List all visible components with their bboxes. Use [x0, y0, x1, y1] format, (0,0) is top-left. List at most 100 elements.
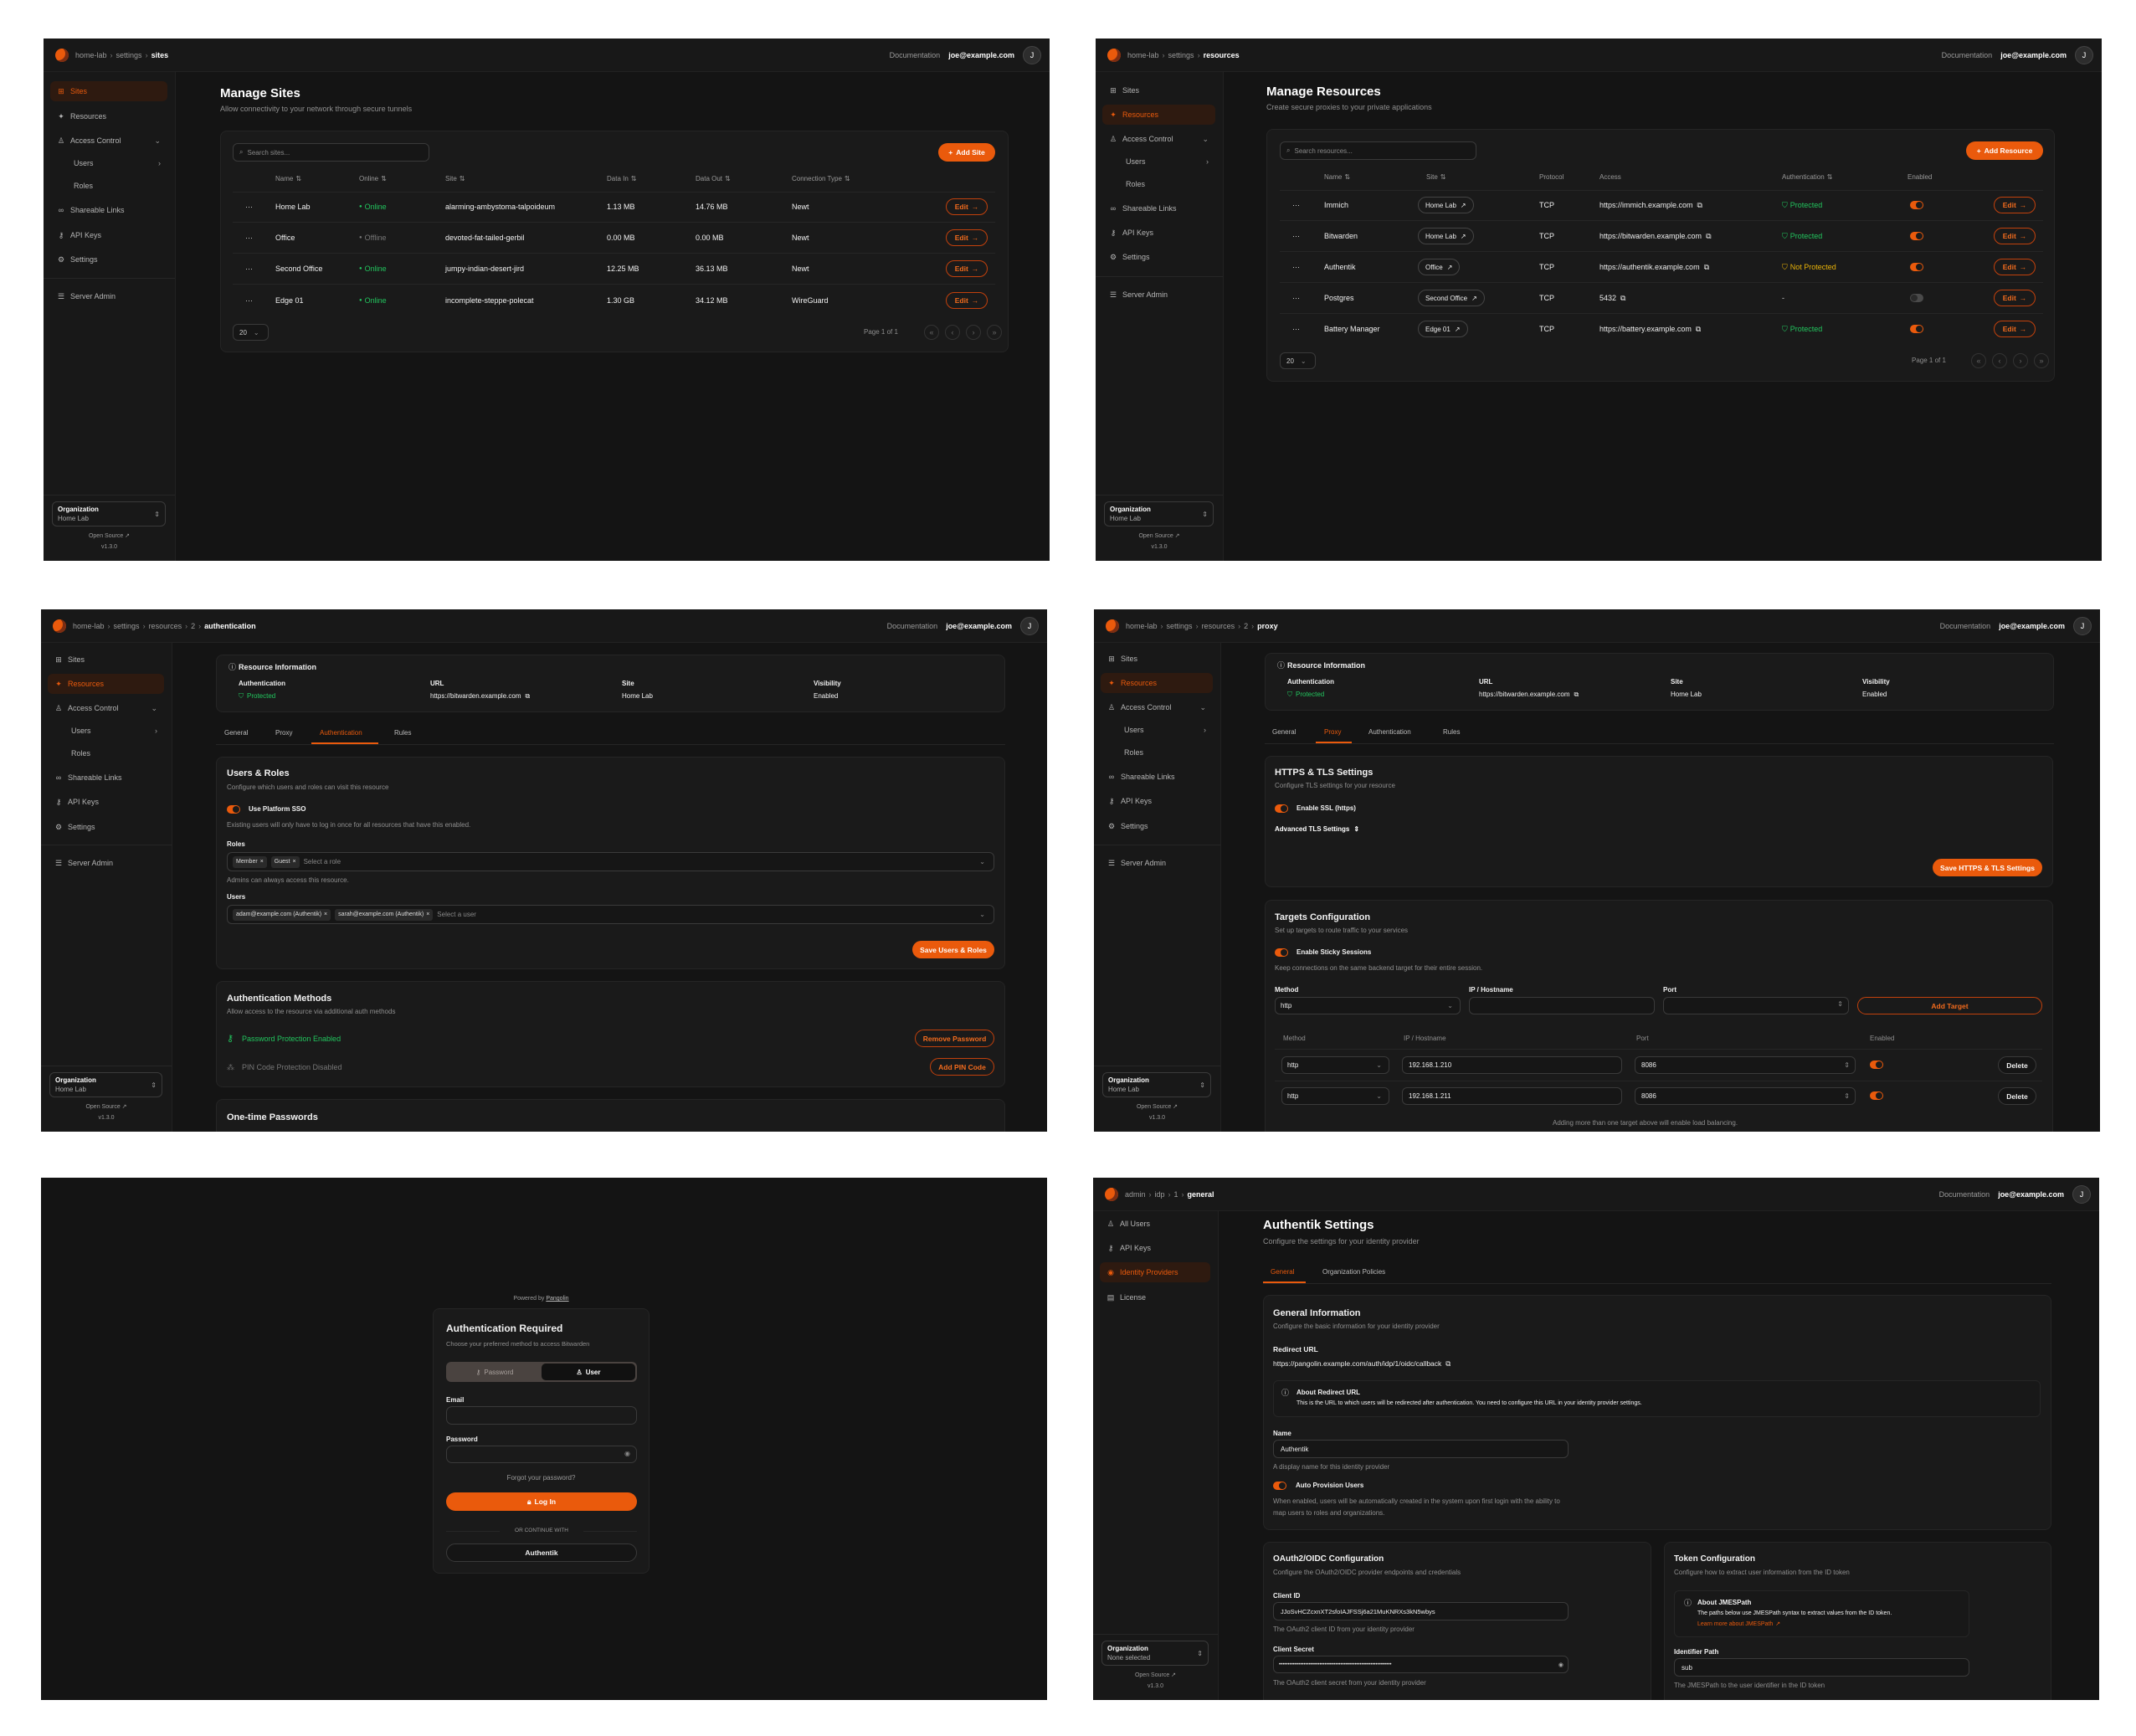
edit-button[interactable]: Edit → — [946, 198, 988, 215]
breadcrumb-item[interactable]: home-lab — [73, 622, 105, 630]
target-method-select[interactable]: http ⌄ — [1281, 1087, 1389, 1105]
target-port-input[interactable]: 8086 ⇕ — [1635, 1056, 1856, 1074]
sidebar-item-shareable-links[interactable]: ∞ Shareable Links — [1101, 767, 1213, 787]
sidebar-item-access-control[interactable]: ♙ Access Control ⌄ — [48, 698, 164, 718]
sidebar-item-sites[interactable]: ⊞ Sites — [1101, 649, 1213, 669]
edit-button[interactable]: Edit → — [1994, 259, 2036, 275]
site-link-pill[interactable]: Home Lab ↗ — [1418, 197, 1474, 213]
column-header-online[interactable]: Online ⇅ — [359, 175, 387, 182]
users-select[interactable]: adam@example.com (Authentik) × sarah@examp… — [227, 905, 994, 924]
pangolin-logo[interactable] — [1106, 619, 1119, 633]
sidebar-item-resources[interactable]: ✦ Resources — [50, 106, 167, 126]
ip-hostname-input[interactable] — [1469, 997, 1655, 1014]
row-actions-icon[interactable]: ⋯ — [245, 234, 253, 242]
copy-icon[interactable]: ⧉ — [1706, 232, 1712, 240]
edit-button[interactable]: Edit → — [1994, 290, 2036, 306]
organization-selector[interactable]: Organization Home Lab ⇕ — [49, 1072, 162, 1097]
column-header-type[interactable]: Connection Type ⇅ — [792, 175, 850, 182]
method-select[interactable]: http ⌄ — [1275, 997, 1461, 1014]
search-resources-input[interactable]: ⌕ Search resources... — [1280, 141, 1476, 160]
client-secret-input[interactable]: ••••••••••••••••••••••••••••••••••••••••… — [1273, 1656, 1569, 1673]
avatar[interactable]: J — [2073, 617, 2092, 635]
edit-button[interactable]: Edit → — [946, 229, 988, 246]
sidebar-item-api-keys[interactable]: ⚷ API Keys — [1102, 223, 1215, 243]
documentation-link[interactable]: Documentation — [1939, 622, 1991, 630]
organization-selector[interactable]: Organization Home Lab ⇕ — [52, 501, 166, 526]
sidebar-item-users[interactable]: Users › — [50, 153, 167, 173]
search-sites-input[interactable]: ⌕ Search sites... — [233, 143, 429, 162]
user-menu[interactable]: joe@example.com — [948, 51, 1014, 59]
sidebar-item-settings[interactable]: ⚙ Settings — [1102, 247, 1215, 267]
tab-proxy[interactable]: Proxy — [275, 729, 293, 737]
breadcrumb-item[interactable]: settings — [1166, 622, 1193, 630]
site-link-pill[interactable]: Home Lab ↗ — [1418, 228, 1474, 244]
first-page-button[interactable]: « — [924, 325, 939, 340]
sidebar-item-roles[interactable]: Roles — [48, 743, 164, 763]
row-actions-icon[interactable]: ⋯ — [1292, 201, 1300, 209]
copy-icon[interactable]: ⧉ — [1620, 294, 1626, 302]
remove-chip-icon[interactable]: × — [292, 859, 296, 865]
delete-target-button[interactable]: Delete — [1998, 1087, 2036, 1105]
open-source-link[interactable]: Open Source ↗ — [1094, 1103, 1220, 1110]
auth-method-user[interactable]: ♙ User — [542, 1364, 635, 1380]
avatar[interactable]: J — [1020, 617, 1039, 635]
sidebar-item-access-control[interactable]: ♙ Access Control ⌄ — [1101, 697, 1213, 717]
target-method-select[interactable]: http ⌄ — [1281, 1056, 1389, 1074]
tab-authentication[interactable]: Authentication — [1368, 728, 1411, 736]
target-port-input[interactable]: 8086 ⇕ — [1635, 1087, 1856, 1105]
tab-proxy[interactable]: Proxy — [1324, 728, 1342, 736]
remove-chip-icon[interactable]: × — [324, 912, 328, 917]
auto-provision-toggle[interactable] — [1273, 1482, 1286, 1490]
open-source-link[interactable]: Open Source ↗ — [41, 1103, 172, 1110]
add-target-button[interactable]: Add Target — [1857, 997, 2042, 1014]
organization-selector[interactable]: Organization None selected ⇕ — [1101, 1641, 1209, 1666]
pangolin-logo[interactable] — [1107, 49, 1121, 62]
enable-ssl-toggle[interactable] — [1275, 804, 1288, 813]
column-header-data_out[interactable]: Data Out ⇅ — [696, 175, 731, 182]
sidebar-item-shareable-links[interactable]: ∞ Shareable Links — [48, 768, 164, 788]
breadcrumb-item[interactable]: settings — [1168, 51, 1194, 59]
sidebar-item-sites[interactable]: ⊞ Sites — [48, 650, 164, 670]
row-actions-icon[interactable]: ⋯ — [1292, 294, 1300, 302]
user-menu[interactable]: joe@example.com — [946, 622, 1012, 630]
sidebar-item-server-admin[interactable]: ☰ Server Admin — [1102, 285, 1215, 305]
sidebar-item-shareable-links[interactable]: ∞ Shareable Links — [1102, 198, 1215, 218]
column-header-name[interactable]: Name ⇅ — [275, 175, 301, 182]
next-page-button[interactable]: › — [2013, 353, 2028, 368]
tab-general[interactable]: General — [1272, 728, 1296, 736]
edit-button[interactable]: Edit → — [946, 260, 988, 277]
identifier-path-input[interactable]: sub — [1674, 1658, 1969, 1677]
breadcrumb-item[interactable]: home-lab — [1127, 51, 1159, 59]
sidebar-item-users[interactable]: Users › — [1101, 720, 1213, 740]
target-enabled-toggle[interactable] — [1870, 1091, 1883, 1100]
sidebar-item-license[interactable]: ▤ License — [1100, 1287, 1210, 1307]
target-enabled-toggle[interactable] — [1870, 1061, 1883, 1069]
sidebar-item-all-users[interactable]: ♙ All Users — [1100, 1214, 1210, 1234]
open-source-link[interactable]: Open Source ↗ — [1096, 532, 1223, 539]
target-ip-input[interactable]: 192.168.1.211 — [1402, 1087, 1622, 1105]
auth-method-password[interactable]: ⚷ Password — [448, 1364, 542, 1380]
copy-icon[interactable]: ⧉ — [1445, 1359, 1451, 1368]
password-input[interactable]: ◉ — [446, 1446, 637, 1463]
platform-sso-toggle[interactable] — [227, 805, 240, 814]
authentik-sso-button[interactable]: Authentik — [446, 1543, 637, 1562]
avatar[interactable]: J — [1023, 46, 1041, 64]
breadcrumb-item[interactable]: settings — [116, 51, 142, 59]
row-actions-icon[interactable]: ⋯ — [1292, 325, 1300, 333]
breadcrumb-item[interactable]: resources — [1201, 622, 1235, 630]
enabled-toggle[interactable] — [1910, 201, 1923, 209]
breadcrumb-item[interactable]: 2 — [1244, 622, 1249, 630]
sidebar-item-resources[interactable]: ✦ Resources — [1101, 673, 1213, 693]
row-actions-icon[interactable]: ⋯ — [245, 203, 253, 211]
port-input[interactable]: ⇕ — [1663, 997, 1849, 1014]
first-page-button[interactable]: « — [1971, 353, 1986, 368]
next-page-button[interactable]: › — [966, 325, 981, 340]
name-input[interactable]: Authentik — [1273, 1440, 1569, 1458]
sidebar-item-identity-providers[interactable]: ◉ Identity Providers — [1100, 1262, 1210, 1282]
remove-chip-icon[interactable]: × — [426, 912, 430, 917]
column-header-site[interactable]: Site ⇅ — [445, 175, 465, 182]
sidebar-item-resources[interactable]: ✦ Resources — [1102, 105, 1215, 125]
documentation-link[interactable]: Documentation — [1941, 51, 1993, 59]
breadcrumb-item[interactable]: resources — [148, 622, 182, 630]
tab-rules[interactable]: Rules — [394, 729, 412, 737]
